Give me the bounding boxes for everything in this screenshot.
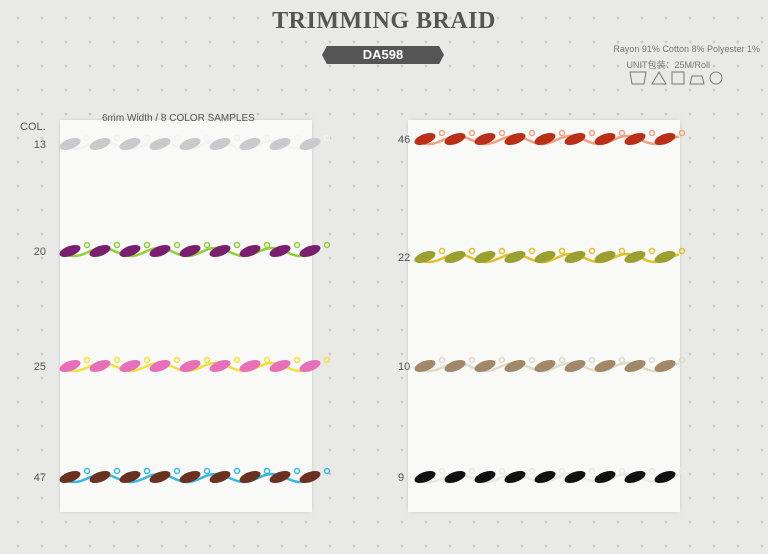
braid xyxy=(59,134,331,151)
care-icons xyxy=(629,71,723,85)
sample-card xyxy=(408,120,680,512)
title: TRIMMING BRAID xyxy=(272,8,496,34)
color-number: 25 xyxy=(33,361,46,373)
subtitle: 6mm Width / 8 COLOR SAMPLES xyxy=(102,113,255,124)
braid xyxy=(59,467,331,484)
braid xyxy=(414,129,686,146)
column-label: COL. xyxy=(20,121,46,133)
braid xyxy=(414,247,686,264)
sample-card xyxy=(60,120,312,512)
composition: Rayon 91% Cotton 8% Polyester 1% xyxy=(613,44,760,54)
braid xyxy=(414,356,686,373)
braid xyxy=(59,356,331,373)
unit: UNIT包装：25M/Roll xyxy=(626,60,710,70)
product-code: DA598 xyxy=(322,46,444,64)
color-number: 46 xyxy=(398,134,411,146)
color-number: 20 xyxy=(33,246,46,258)
color-number: 9 xyxy=(398,472,405,484)
braid xyxy=(414,467,686,484)
color-number: 47 xyxy=(33,472,46,484)
color-number: 13 xyxy=(33,139,46,151)
braid xyxy=(59,241,331,258)
color-number: 10 xyxy=(398,361,411,373)
color-number: 22 xyxy=(398,252,411,264)
